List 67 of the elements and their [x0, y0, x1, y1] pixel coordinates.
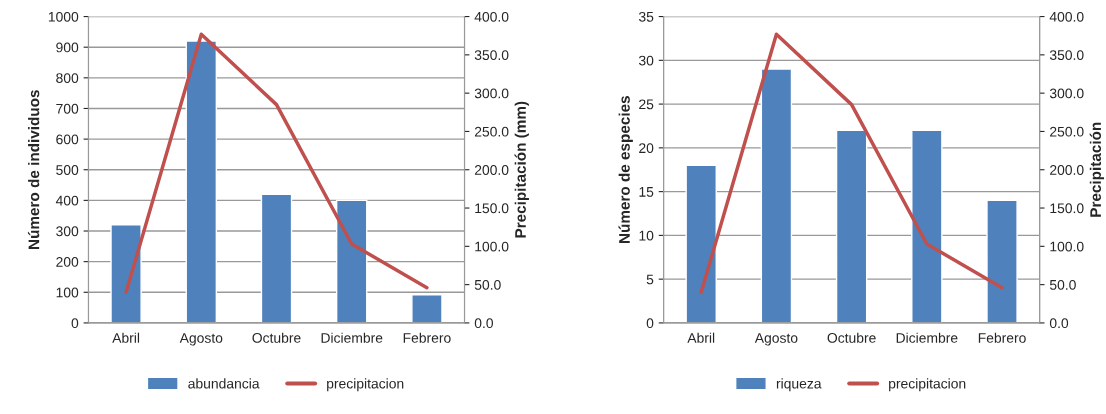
y2-tick-label: 200.0 [474, 165, 509, 175]
x-tick-label: Diciembre [321, 332, 383, 343]
y2-axis-title: Precipitación (mm) [514, 101, 529, 238]
bar [411, 294, 443, 323]
y-tick-label: 500 [56, 165, 79, 175]
y2-tick-label: 350.0 [474, 50, 509, 61]
legend-label: abundancia [188, 378, 260, 389]
bar [260, 193, 293, 323]
x-tick-label: Diciembre [896, 332, 958, 343]
y-tick-label: 800 [56, 73, 79, 83]
y-tick-label: 25 [639, 99, 654, 110]
bar [335, 199, 368, 323]
y2-tick-label: 350.0 [1049, 50, 1084, 61]
y2-tick-label: 300.0 [474, 88, 509, 99]
y2-tick-label: 400.0 [474, 11, 509, 22]
y2-axis-title: Precipitación [1089, 122, 1105, 217]
y-tick-label: 10 [639, 230, 654, 241]
y-tick-label: 0 [646, 318, 654, 329]
y2-tick-label: 100.0 [475, 241, 509, 252]
x-tick-label: Octubre [827, 332, 876, 343]
x-tick-label: Abril [687, 332, 715, 343]
bar [986, 199, 1018, 323]
legend-label: precipitacion [327, 378, 404, 392]
y2-tick-label: 0.0 [1049, 318, 1069, 329]
y2-tick-label: 50.0 [1049, 279, 1076, 290]
y-tick-label: 5 [646, 274, 654, 285]
x-tick-label: Febrero [978, 332, 1026, 343]
y-tick-label: 700 [56, 103, 79, 114]
bar [760, 68, 793, 323]
y-axis-title: Número de especies [618, 96, 633, 244]
bar [110, 224, 142, 323]
y2-tick-label: 150.0 [1050, 203, 1084, 214]
legend-label: precipitacion [889, 378, 966, 392]
bar [835, 129, 868, 323]
y2-tick-label: 200.0 [1050, 165, 1084, 175]
y-tick-label: 1000 [48, 11, 79, 22]
y2-tick-label: 250.0 [1050, 126, 1084, 137]
line-series [124, 32, 429, 295]
x-tick-label: Agosto [754, 333, 798, 346]
x-tick-label: Octubre [252, 332, 301, 343]
line-series [699, 32, 1004, 295]
y-tick-label: 300 [56, 226, 79, 237]
y-tick-label: 100 [56, 287, 79, 298]
legend-label: riqueza [776, 378, 822, 392]
x-tick-label: Agosto [179, 333, 223, 346]
bar [685, 164, 717, 323]
y2-tick-label: 0.0 [474, 318, 494, 329]
y-tick-label: 600 [56, 134, 79, 145]
y2-tick-label: 250.0 [474, 126, 509, 137]
y-tick-label: 200 [56, 256, 79, 267]
y2-tick-label: 150.0 [475, 203, 509, 214]
y-tick-label: 20 [639, 143, 654, 154]
y2-tick-label: 50.0 [474, 279, 501, 290]
y2-tick-label: 300.0 [1049, 88, 1084, 99]
y-tick-label: 400 [55, 195, 79, 206]
y-tick-label: 35 [638, 11, 654, 22]
y-axis-title: Número de individuos [27, 90, 40, 249]
y-tick-label: 30 [638, 55, 654, 66]
y2-tick-label: 400.0 [1049, 11, 1084, 22]
x-tick-label: Febrero [403, 332, 451, 343]
y2-tick-label: 100.0 [1050, 241, 1084, 252]
y-tick-label: 0 [71, 318, 79, 329]
y-tick-label: 15 [639, 187, 654, 197]
x-tick-label: Abril [112, 332, 140, 343]
y-tick-label: 900 [56, 42, 79, 53]
bar [911, 129, 943, 323]
bar [185, 40, 218, 323]
